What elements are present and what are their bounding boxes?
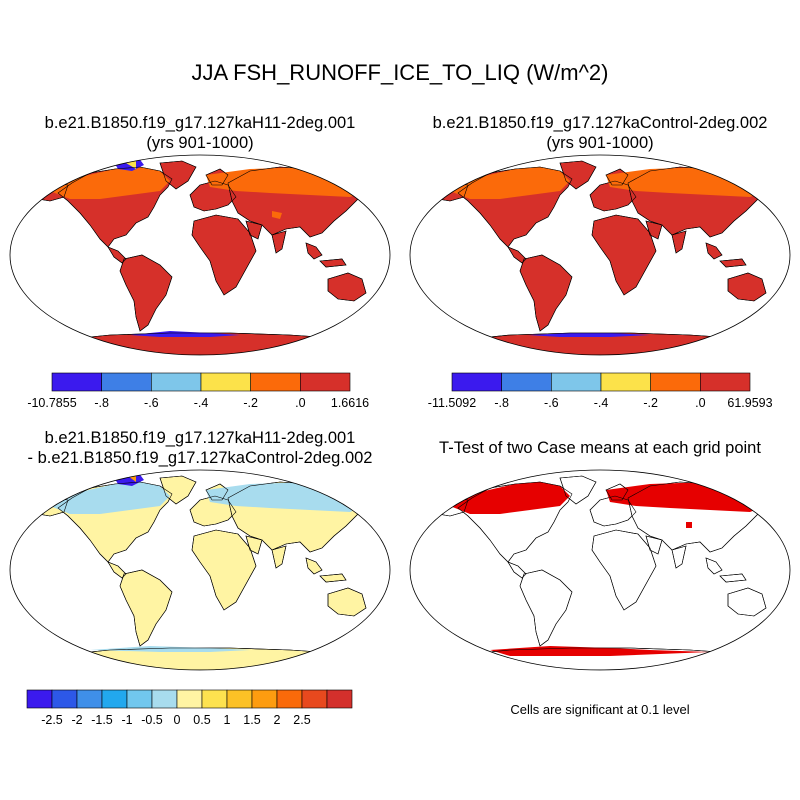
map-border-case2 [409, 154, 791, 356]
colorbar-difference-tick-label: 0 [174, 713, 181, 727]
colorbar-difference-tick-label: -2.5 [41, 713, 63, 727]
map-border-case1 [9, 154, 391, 356]
colorbar-case2-swatch [451, 372, 502, 392]
colorbar-difference-tick-label: -1 [121, 713, 132, 727]
colorbar-case1-swatch [151, 372, 202, 392]
colorbar-case2-swatch [600, 372, 651, 392]
colorbar-difference-swatch [76, 689, 103, 709]
panel2-subtitle: (yrs 901-1000) [546, 134, 654, 152]
colorbar-case1-tick-label: .0 [295, 396, 305, 410]
colorbar-difference-tick-label: 1.5 [243, 713, 260, 727]
panel4-title: T-Test of two Case means at each grid po… [439, 439, 761, 457]
colorbar-difference-tick-label: -0.5 [141, 713, 163, 727]
panel1-title: b.e21.B1850.f19_g17.127kaH11-2deg.001 [44, 114, 356, 132]
map-panel-case1 [29, 157, 371, 355]
colorbar-case2-tick-label: .0 [695, 396, 705, 410]
colorbar-difference-swatch [26, 689, 53, 709]
colorbar-case2-swatch [501, 372, 552, 392]
colorbar-case2-swatch [650, 372, 701, 392]
colorbar-case2-tick-label: -.8 [494, 396, 509, 410]
colorbar-difference-swatch [126, 689, 153, 709]
main-title: JJA FSH_RUNOFF_ICE_TO_LIQ (W/m^2) [191, 60, 609, 85]
colorbar-case2-tick-label: -11.5092 [428, 396, 476, 410]
significance-note: Cells are significant at 0.1 level [510, 702, 690, 717]
panel2-title: b.e21.B1850.f19_g17.127kaControl-2deg.00… [432, 114, 768, 132]
colorbar-difference-swatch [151, 689, 178, 709]
colorbar-difference-tick-label: 0.5 [193, 713, 210, 727]
colorbar-case2-swatch [551, 372, 602, 392]
colorbar-difference-tick-label: -1.5 [91, 713, 113, 727]
map-panel-difference [29, 472, 371, 670]
colorbar-case2: -11.5092 -.8 -.6 -.4 -.2 .0 61.9593 [428, 372, 773, 410]
colorbar-case1-tick-label: 1.6616 [331, 396, 369, 410]
colorbar-case1-tick-label: -.4 [194, 396, 209, 410]
panel3-title-line2: - b.e21.B1850.f19_g17.127kaControl-2deg.… [27, 449, 373, 467]
colorbar-difference-swatch [176, 689, 203, 709]
panel3-title-line1: b.e21.B1850.f19_g17.127kaH11-2deg.001 [44, 429, 356, 447]
colorbar-case1-tick-label: -10.7855 [27, 396, 76, 410]
colorbar-case1-tick-label: -.8 [94, 396, 109, 410]
map-border-ttest [409, 469, 791, 671]
colorbar-difference-swatch [326, 689, 353, 709]
colorbar-case2-tick-label: -.6 [544, 396, 559, 410]
colorbar-case2-tick-label: 61.9593 [727, 396, 772, 410]
colorbar-difference-tick-label: 2 [274, 713, 281, 727]
colorbar-case2-swatch [700, 372, 751, 392]
colorbar-difference-swatch [226, 689, 253, 709]
panel1-subtitle: (yrs 901-1000) [146, 134, 254, 152]
colorbar-difference-swatch [251, 689, 278, 709]
colorbar-difference-tick-label: 1 [224, 713, 231, 727]
colorbar-difference-swatch [201, 689, 228, 709]
colorbar-case1-swatch [51, 372, 102, 392]
colorbar-difference-swatch [276, 689, 303, 709]
colorbar-case1-swatch [200, 372, 251, 392]
colorbar-difference-swatch [301, 689, 328, 709]
colorbar-case1-swatch [250, 372, 301, 392]
colorbar-case1-swatch [300, 372, 351, 392]
colorbar-difference-tick-label: -2 [71, 713, 82, 727]
colorbar-case2-tick-label: -.2 [643, 396, 658, 410]
colorbar-case1-tick-label: -.6 [144, 396, 159, 410]
map-panel-ttest [429, 475, 771, 670]
colorbar-case1-swatch [101, 372, 152, 392]
colorbar-difference-swatch [101, 689, 128, 709]
colorbar-case1: -10.7855 -.8 -.6 -.4 -.2 .0 1.6616 [27, 372, 369, 410]
colorbar-difference-tick-label: 2.5 [293, 713, 310, 727]
colorbar-case2-tick-label: -.4 [594, 396, 609, 410]
map-border-difference [9, 469, 391, 671]
colorbar-case1-tick-label: -.2 [243, 396, 258, 410]
colorbar-difference: -2.5 -2 -1.5 -1 -0.5 0 0.5 1 1.5 2 2.5 [26, 689, 353, 727]
colorbar-difference-swatch [51, 689, 78, 709]
map-panel-case2 [429, 160, 771, 355]
